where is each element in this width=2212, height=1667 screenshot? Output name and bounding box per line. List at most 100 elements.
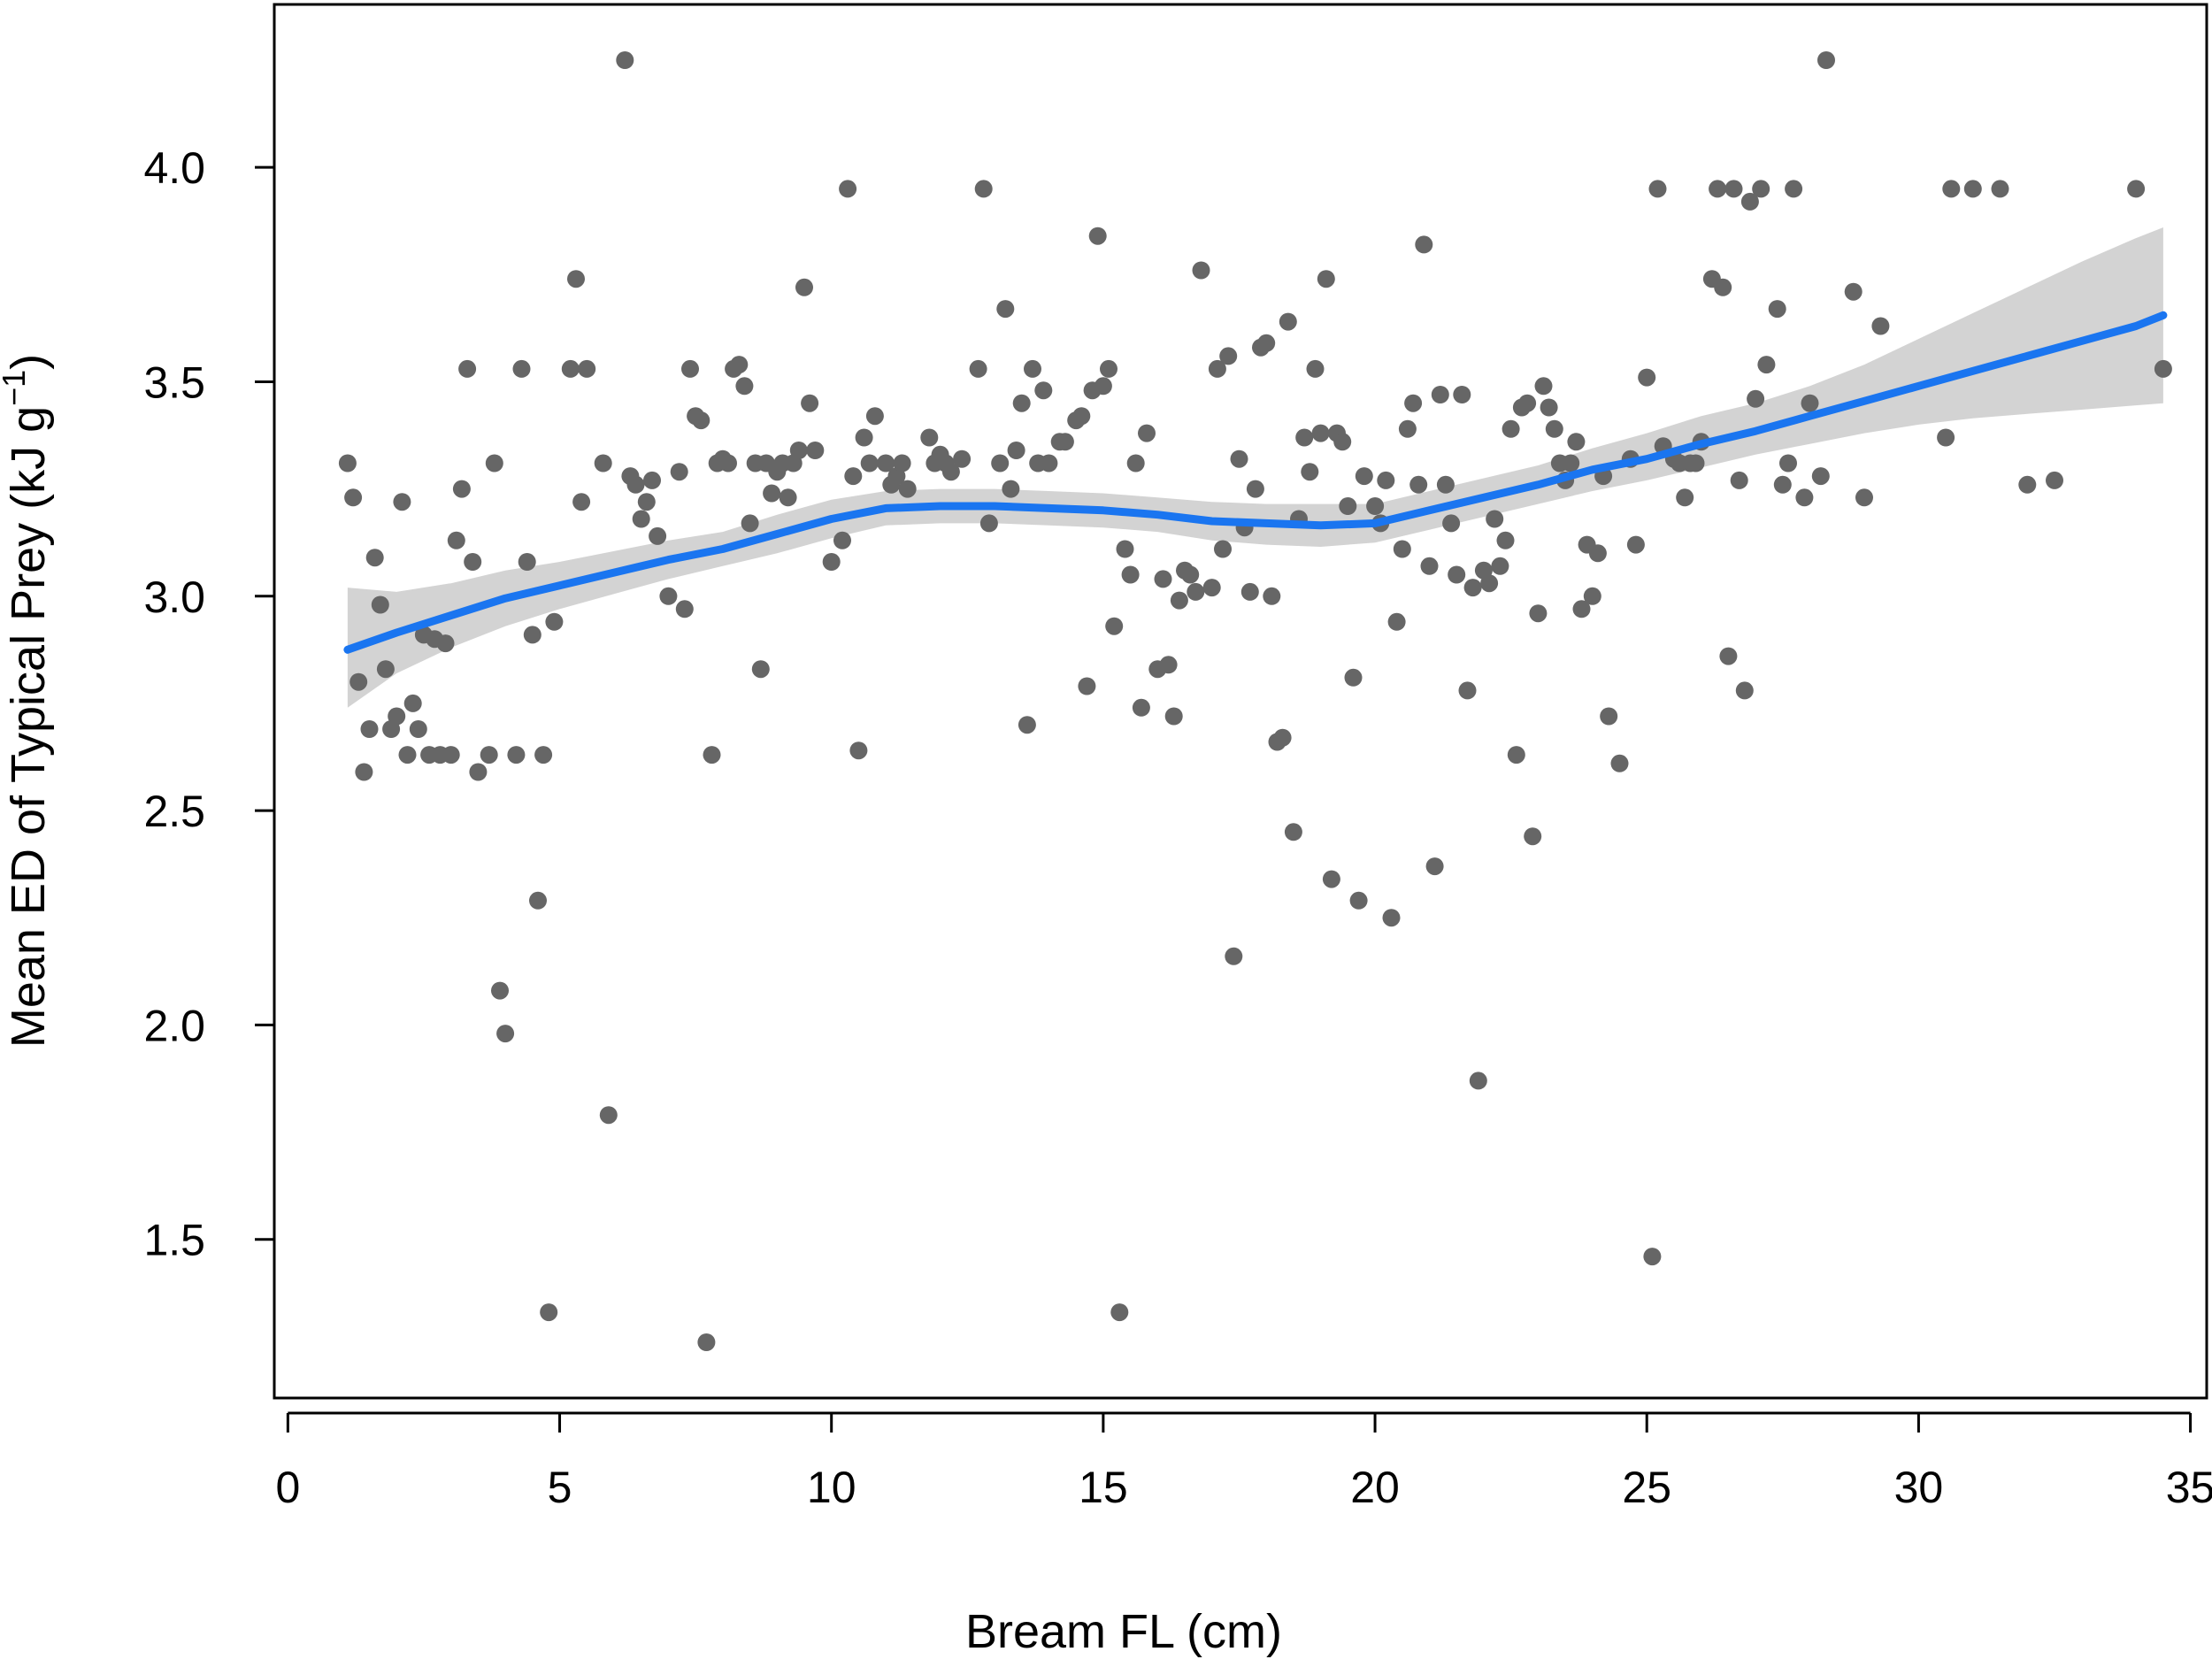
data-point (458, 359, 477, 378)
data-point (1991, 180, 2009, 198)
data-point (1344, 668, 1363, 687)
data-point (1719, 647, 1738, 665)
data-point (1785, 180, 1803, 198)
data-point (1225, 947, 1243, 965)
data-point (1420, 557, 1439, 575)
data-point (839, 180, 857, 198)
data-point (1034, 381, 1053, 400)
data-point (1458, 681, 1477, 700)
data-point (1110, 1303, 1129, 1322)
data-point (594, 454, 612, 472)
data-point (1230, 449, 1248, 468)
data-point (1192, 261, 1210, 280)
data-point (1453, 386, 1471, 403)
data-point (1154, 570, 1172, 588)
data-point (1317, 270, 1335, 288)
data-point (523, 626, 541, 644)
data-point (1735, 681, 1754, 700)
data-point (1279, 312, 1297, 331)
x-tick-label: 5 (548, 1463, 572, 1512)
y-axis-title: Mean ED of Typical Prey (kJ g−1) (0, 354, 55, 1048)
data-point (670, 463, 688, 481)
confidence-band-layer (347, 227, 2163, 708)
data-point (649, 526, 667, 545)
x-tick-label: 20 (1350, 1463, 1400, 1512)
data-point (1431, 386, 1449, 403)
data-point (1676, 488, 1694, 507)
data-point (1214, 540, 1232, 558)
data-point (1518, 394, 1537, 412)
data-point (643, 471, 661, 489)
data-point (344, 488, 363, 507)
data-point (496, 1025, 515, 1043)
data-point (338, 454, 357, 472)
data-point (1056, 433, 1074, 451)
y-tick-label: 1.5 (143, 1216, 205, 1265)
data-point (1105, 617, 1124, 635)
x-tick-label: 25 (1622, 1463, 1671, 1512)
data-point (632, 510, 650, 528)
data-point (371, 595, 389, 614)
data-point (464, 553, 482, 571)
data-point (616, 51, 634, 69)
data-point (1572, 600, 1591, 618)
data-point (1610, 754, 1629, 772)
data-point (806, 442, 825, 459)
data-point (877, 454, 895, 472)
data-point (1018, 716, 1036, 734)
data-point (730, 356, 749, 374)
data-point (1404, 394, 1423, 412)
data-point (1366, 497, 1385, 515)
data-point (1963, 180, 1982, 198)
data-point (2018, 475, 2037, 494)
data-point (1126, 454, 1145, 472)
data-point (1257, 334, 1276, 352)
data-point (1747, 389, 1765, 408)
data-point (442, 746, 460, 764)
y-axis-title-close: ) (2, 354, 55, 370)
data-point (578, 359, 596, 378)
data-point (1600, 707, 1618, 726)
data-point (1534, 377, 1553, 396)
data-point (1322, 870, 1340, 888)
data-point (1072, 407, 1091, 426)
data-point (561, 359, 580, 378)
data-point (1094, 377, 1112, 396)
data-point (865, 407, 884, 426)
data-point (1583, 587, 1601, 605)
data-point (1306, 359, 1325, 378)
data-point (1638, 368, 1656, 387)
data-point (1002, 480, 1020, 498)
data-point (1463, 579, 1482, 597)
data-point (360, 720, 379, 738)
data-point (849, 741, 868, 760)
data-point (1562, 454, 1580, 472)
data-point (979, 514, 998, 533)
data-point (1355, 467, 1373, 486)
data-point (1187, 582, 1205, 601)
data-point (801, 394, 819, 412)
data-point (1855, 488, 1873, 507)
data-point (1377, 471, 1395, 489)
data-point (1116, 540, 1134, 558)
data-point (1181, 565, 1200, 584)
data-point (637, 493, 656, 511)
data-point (1469, 1072, 1487, 1090)
data-point (953, 449, 972, 468)
data-point (1844, 282, 1863, 301)
data-point (681, 359, 699, 378)
data-point (2046, 471, 2063, 489)
data-point (1779, 454, 1797, 472)
data-point (1393, 540, 1411, 558)
data-point (659, 587, 678, 605)
smooth-line-layer (343, 311, 2168, 654)
data-point (534, 746, 553, 764)
x-tick-label: 15 (1079, 1463, 1128, 1512)
data-point (920, 428, 939, 447)
data-point (2154, 359, 2172, 378)
data-point (1436, 475, 1455, 494)
data-point (1801, 394, 1819, 412)
data-point (1295, 428, 1314, 447)
data-point (545, 612, 564, 631)
